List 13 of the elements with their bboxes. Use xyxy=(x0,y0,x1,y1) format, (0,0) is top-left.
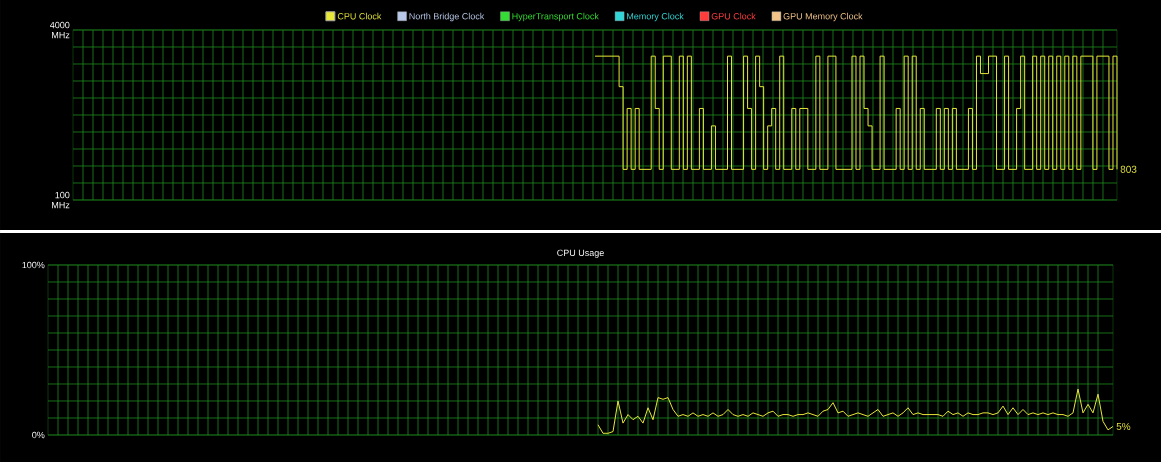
legend-label: North Bridge Clock xyxy=(409,12,485,22)
y-tick-label: 0% xyxy=(32,431,45,439)
y-tick-label: 4000 MHz xyxy=(50,21,70,39)
y-tick-label: 100 MHz xyxy=(52,191,70,209)
legend-label: GPU Memory Clock xyxy=(783,12,863,22)
legend-label: HyperTransport Clock xyxy=(512,12,599,22)
legend-label: Memory Clock xyxy=(627,12,684,22)
legend-label: CPU Clock xyxy=(337,12,382,20)
chart-title: CPU Usage xyxy=(557,249,604,258)
legend-label: GPU Clock xyxy=(711,12,756,20)
text: 5% xyxy=(1116,422,1131,430)
y-tick-label: 100% xyxy=(22,261,45,269)
text: 803 xyxy=(1120,165,1137,173)
